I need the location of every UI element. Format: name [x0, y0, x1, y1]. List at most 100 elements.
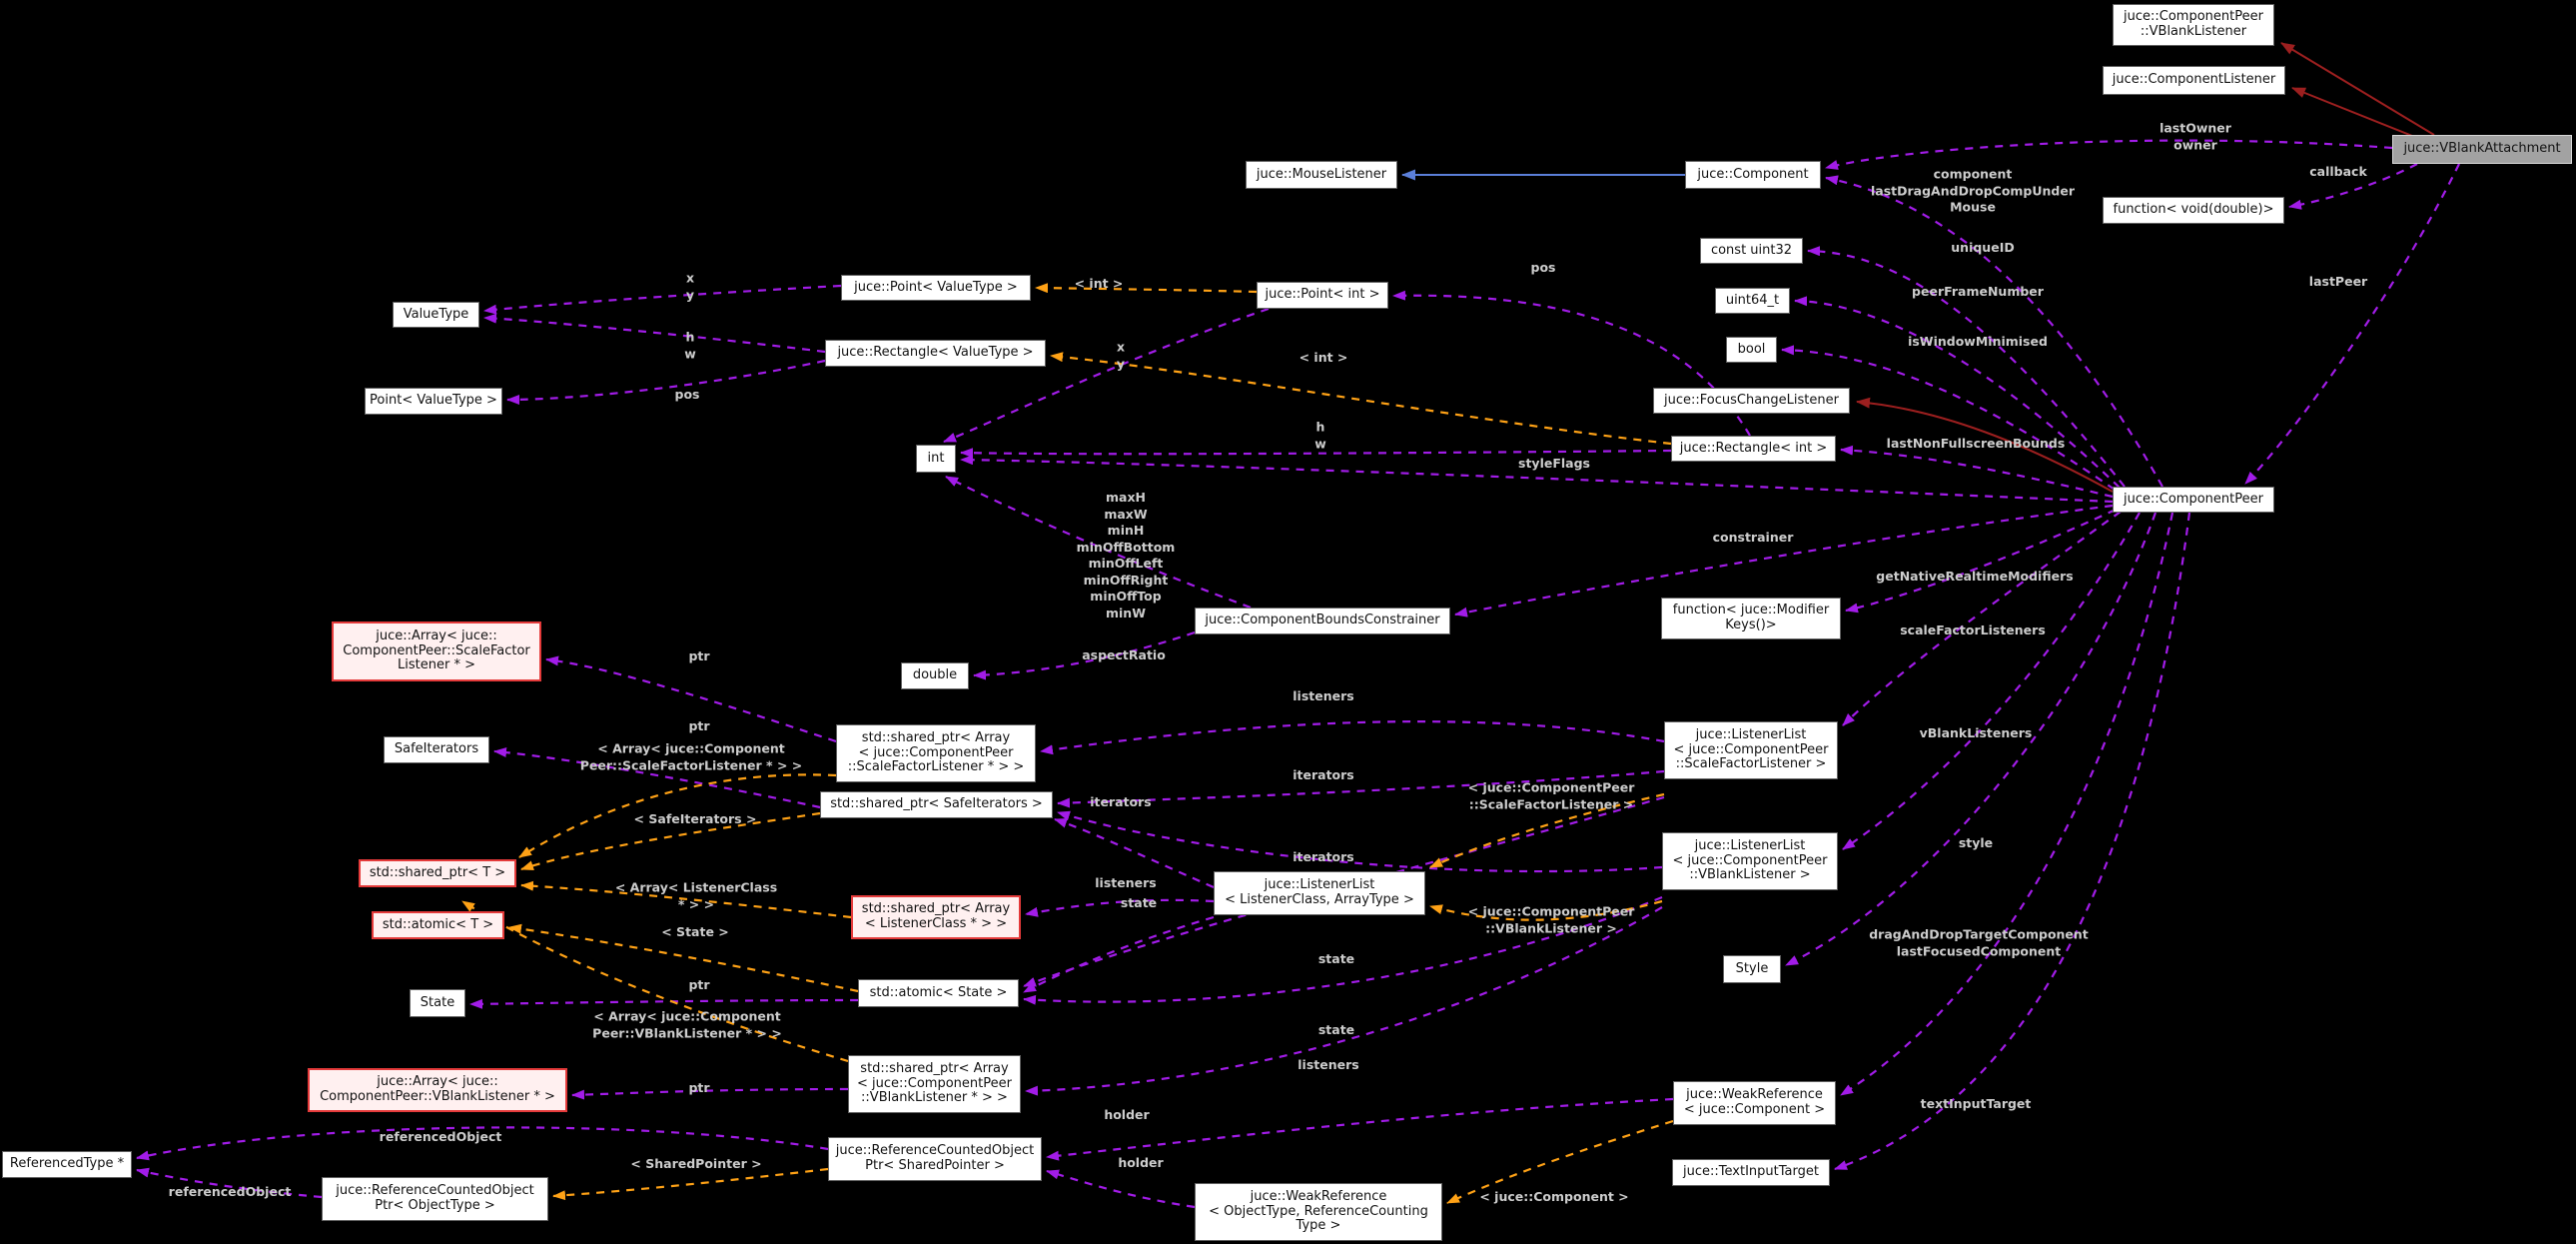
edge-label--array-juce-component: < Array< juce::Component Peer::ScaleFact…: [579, 740, 803, 773]
class-node-label: juce::Rectangle< int >: [1679, 440, 1828, 456]
class-node-label: uint64_t: [1725, 292, 1780, 308]
edge-componentpeer-to-bool: [1781, 345, 2116, 491]
edge-listenerlist-vblanklistener-to-sharedptr-array-vblanklistener: [1025, 906, 1663, 1096]
class-node-point-valuetype-juce[interactable]: juce::Point< ValueType >: [841, 275, 1031, 301]
class-node-bool[interactable]: bool: [1726, 337, 1777, 363]
edge-label-referencedobject: referencedObject: [379, 1128, 502, 1144]
class-node-sharedptr-t[interactable]: std::shared_ptr< T >: [359, 859, 516, 887]
edge-point-int-to-int: [943, 307, 1270, 444]
class-node-valuetype[interactable]: ValueType: [393, 302, 479, 328]
edge-rectangle-valuetype-to-point-valuetype: [506, 359, 826, 405]
class-node-uint64-t[interactable]: uint64_t: [1715, 288, 1790, 314]
class-node-refcountedobjectptr-objecttype[interactable]: juce::ReferenceCountedObject Ptr< ObjectT…: [322, 1177, 548, 1221]
edge-label-style: style: [1958, 834, 1994, 850]
class-node-safeiterators[interactable]: SafeIterators: [384, 736, 489, 763]
edge-label-lastnonfullscreenbounds: lastNonFullscreenBounds: [1886, 435, 2066, 451]
class-node-label: State: [420, 994, 455, 1010]
class-node-function-void-double[interactable]: function< void(double)>: [2103, 197, 2284, 224]
edge-label-callback: callback: [2309, 163, 2367, 179]
class-node-label: juce::Array< juce::: [376, 628, 497, 644]
edge-atomic-state-to-atomic-t: [508, 923, 859, 993]
class-node-label: juce::WeakReference: [1250, 1189, 1387, 1205]
edge-label-state: state: [1317, 950, 1355, 966]
class-node-int[interactable]: int: [916, 445, 956, 473]
edge-label-state: state: [1317, 1021, 1355, 1037]
class-node-sharedptr-array-scalefactorlistener[interactable]: std::shared_ptr< Array < juce::ComponentP…: [836, 724, 1036, 782]
class-node-label: < ListenerClass, ArrayType >: [1225, 892, 1414, 907]
class-node-atomic-t[interactable]: std::atomic< T >: [372, 911, 504, 939]
edge-label--int-: < int >: [1074, 275, 1124, 291]
class-node-textinputtarget[interactable]: juce::TextInputTarget: [1672, 1159, 1830, 1186]
class-node-point-int[interactable]: juce::Point< int >: [1257, 282, 1388, 309]
class-node-label: juce::Component: [1697, 166, 1809, 182]
class-node-vblankattachment[interactable]: juce::VBlankAttachment: [2392, 135, 2572, 164]
class-node-label: ::VBlankListener: [2140, 24, 2247, 39]
class-node-label: SafeIterators: [394, 741, 479, 757]
class-node-label: juce::MouseListener: [1256, 166, 1387, 182]
class-node-label: juce::ListenerList: [1695, 727, 1807, 743]
class-node-label: < ObjectType, ReferenceCounting: [1209, 1203, 1428, 1219]
edge-label--safeiterators-: < SafeIterators >: [633, 810, 757, 826]
class-node-sharedptr-array-listenerclass[interactable]: std::shared_ptr< Array < ListenerClass * …: [851, 895, 1021, 939]
class-node-point-valuetype[interactable]: Point< ValueType >: [365, 388, 502, 415]
class-node-componentboundsconstrainer[interactable]: juce::ComponentBoundsConstrainer: [1195, 608, 1450, 634]
class-node-listenerlist-scalefactorlistener[interactable]: juce::ListenerList < juce::ComponentPeer:…: [1664, 721, 1838, 779]
class-node-componentlistener[interactable]: juce::ComponentListener: [2103, 66, 2285, 95]
class-node-label: juce::ComponentPeer: [2124, 9, 2263, 25]
class-node-label: std::shared_ptr< SafeIterators >: [830, 796, 1043, 812]
class-node-listenerlist-listenerclass[interactable]: juce::ListenerList < ListenerClass, Array…: [1214, 871, 1425, 915]
edge-label-listeners: listeners: [1292, 687, 1354, 703]
edge-label--sharedpointer-: < SharedPointer >: [630, 1155, 762, 1171]
class-node-component[interactable]: juce::Component: [1685, 161, 1821, 189]
class-node-sharedptr-array-vblanklistener[interactable]: std::shared_ptr< Array < juce::ComponentP…: [848, 1055, 1021, 1113]
edge-vblankattachment-to-componentlistener: [2291, 87, 2428, 143]
edge-refcountedobjectptr-sharedpointer-to-refcountedobjectptr-objecttype: [552, 1167, 829, 1201]
class-node-sharedptr-safeiterators[interactable]: std::shared_ptr< SafeIterators >: [820, 791, 1053, 818]
class-node-mouselistener[interactable]: juce::MouseListener: [1246, 161, 1397, 189]
edge-label-getnativerealtimemodifiers: getNativeRealtimeModifiers: [1876, 568, 2074, 584]
class-node-weakreference-objecttype[interactable]: juce::WeakReference < ObjectType, Referen…: [1195, 1183, 1442, 1241]
class-node-atomic-state[interactable]: std::atomic< State >: [858, 979, 1019, 1007]
class-node-array-vblanklistener[interactable]: juce::Array< juce:: ComponentPeer::VBlank…: [308, 1068, 567, 1112]
class-node-label: < juce::ComponentPeer: [858, 744, 1014, 760]
edge-label-ptr: ptr: [688, 647, 710, 663]
edge-label--juce-componentpeer: < juce::ComponentPeer ::ScaleFactorListe…: [1467, 779, 1635, 812]
edge-componentpeer-to-rectangle-int: [1840, 445, 2114, 499]
edge-label-styleflags: styleFlags: [1518, 455, 1590, 471]
edge-label--state-: < State >: [661, 923, 729, 939]
edge-label-maxh: maxH maxW minH minOffBottom minOffLeft m…: [1076, 490, 1176, 621]
class-node-function-modifierkeys[interactable]: function< juce::Modifier Keys()>: [1661, 598, 1841, 639]
class-node-label: function< juce::Modifier: [1672, 603, 1830, 619]
class-node-componentpeer[interactable]: juce::ComponentPeer: [2113, 487, 2274, 513]
class-node-weakreference-component[interactable]: juce::WeakReference < juce::Component >: [1673, 1081, 1836, 1125]
class-node-label: const uint32: [1710, 242, 1793, 258]
edge-componentpeer-to-component: [1825, 175, 2163, 488]
edge-label-iterators: iterators: [1292, 848, 1354, 864]
class-node-componentpeer-vblanklistener[interactable]: juce::ComponentPeer::VBlankListener: [2113, 4, 2274, 46]
edge-listenerlist-scalefactorlistener-to-sharedptr-array-scalefactorlistener: [1040, 720, 1665, 755]
edge-listenerlist-scalefactorlistener-to-sharedptr-safeiterators: [1057, 769, 1665, 808]
edge-sharedptr-array-listenerclass-to-sharedptr-t: [520, 880, 852, 919]
class-node-focuschangelistener[interactable]: juce::FocusChangeListener: [1653, 388, 1850, 414]
class-node-referencedtype[interactable]: ReferencedType *: [2, 1151, 132, 1178]
edge-vblankattachment-to-componentpeer-vblanklistener: [2280, 42, 2435, 136]
class-node-label: ValueType: [403, 306, 469, 322]
class-node-refcountedobjectptr-sharedpointer[interactable]: juce::ReferenceCountedObject Ptr< SharedP…: [828, 1137, 1042, 1181]
class-node-label: Listener * >: [398, 657, 475, 673]
class-node-label: ::VBlankListener >: [1689, 867, 1811, 883]
edge-label-scalefactorlisteners: scaleFactorListeners: [1900, 622, 2046, 637]
class-node-label: std::shared_ptr< T >: [369, 864, 506, 880]
class-node-label: bool: [1737, 341, 1766, 357]
class-node-const-uint32[interactable]: const uint32: [1700, 238, 1803, 264]
class-node-double[interactable]: double: [901, 662, 969, 689]
class-node-label: juce::Point< ValueType >: [854, 279, 1018, 295]
class-node-listenerlist-vblanklistener[interactable]: juce::ListenerList < juce::ComponentPeer:…: [1662, 832, 1838, 890]
class-node-rectangle-int[interactable]: juce::Rectangle< int >: [1671, 436, 1836, 462]
class-node-array-scalefactorlistener[interactable]: juce::Array< juce:: ComponentPeer::ScaleF…: [332, 622, 541, 681]
class-node-rectangle-valuetype[interactable]: juce::Rectangle< ValueType >: [825, 340, 1046, 367]
class-node-label: std::shared_ptr< Array: [861, 901, 1011, 917]
class-node-label: function< void(double)>: [2113, 202, 2274, 218]
class-node-style[interactable]: Style: [1723, 955, 1781, 983]
edge-label-listeners: listeners: [1095, 874, 1157, 890]
class-node-state[interactable]: State: [410, 989, 465, 1017]
